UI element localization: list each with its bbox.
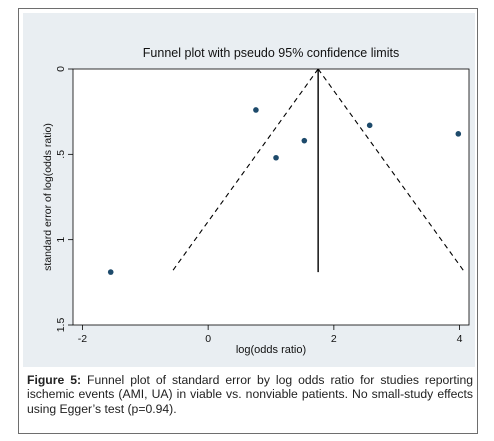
upper-confidence-limit-line xyxy=(317,68,466,273)
plot-area xyxy=(72,68,470,326)
study-points xyxy=(107,107,462,275)
x-tick-label: 0 xyxy=(205,333,211,345)
study-point xyxy=(253,107,259,113)
x-tick-label: 2 xyxy=(331,333,337,345)
y-tick-label: 1.5 xyxy=(55,318,67,333)
study-point xyxy=(107,269,114,275)
y-axis-label: standard error of log(odds ratio) xyxy=(42,123,54,271)
y-axis-ticks: 0 .5 1 1.5 xyxy=(55,66,73,332)
plot-panel: Funnel plot with pseudo 95% confidence l… xyxy=(23,13,475,367)
study-point xyxy=(366,122,373,129)
x-tick-label: 4 xyxy=(457,333,463,345)
x-axis-ticks: -2 0 2 4 xyxy=(78,325,463,345)
y-tick-label: 1 xyxy=(55,237,67,243)
y-tick-label: 0 xyxy=(55,66,67,72)
caption-text: Funnel plot of standard error by log odd… xyxy=(27,373,473,416)
y-tick-label: .5 xyxy=(55,150,67,159)
chart-title: Funnel plot with pseudo 95% confidence l… xyxy=(143,46,399,60)
figure-frame: Funnel plot with pseudo 95% confidence l… xyxy=(18,8,478,434)
x-axis-label: log(odds ratio) xyxy=(236,344,306,356)
study-point xyxy=(273,154,279,161)
x-tick-label: -2 xyxy=(78,333,87,345)
study-point xyxy=(301,137,308,144)
caption-label: Figure 5: xyxy=(27,373,82,387)
funnel-plot: Funnel plot with pseudo 95% confidence l… xyxy=(42,46,470,356)
study-point xyxy=(455,131,462,137)
figure-caption: Figure 5: Funnel plot of standard error … xyxy=(27,373,473,416)
lower-confidence-limit-line xyxy=(171,68,319,273)
funnel-lines xyxy=(171,68,466,273)
